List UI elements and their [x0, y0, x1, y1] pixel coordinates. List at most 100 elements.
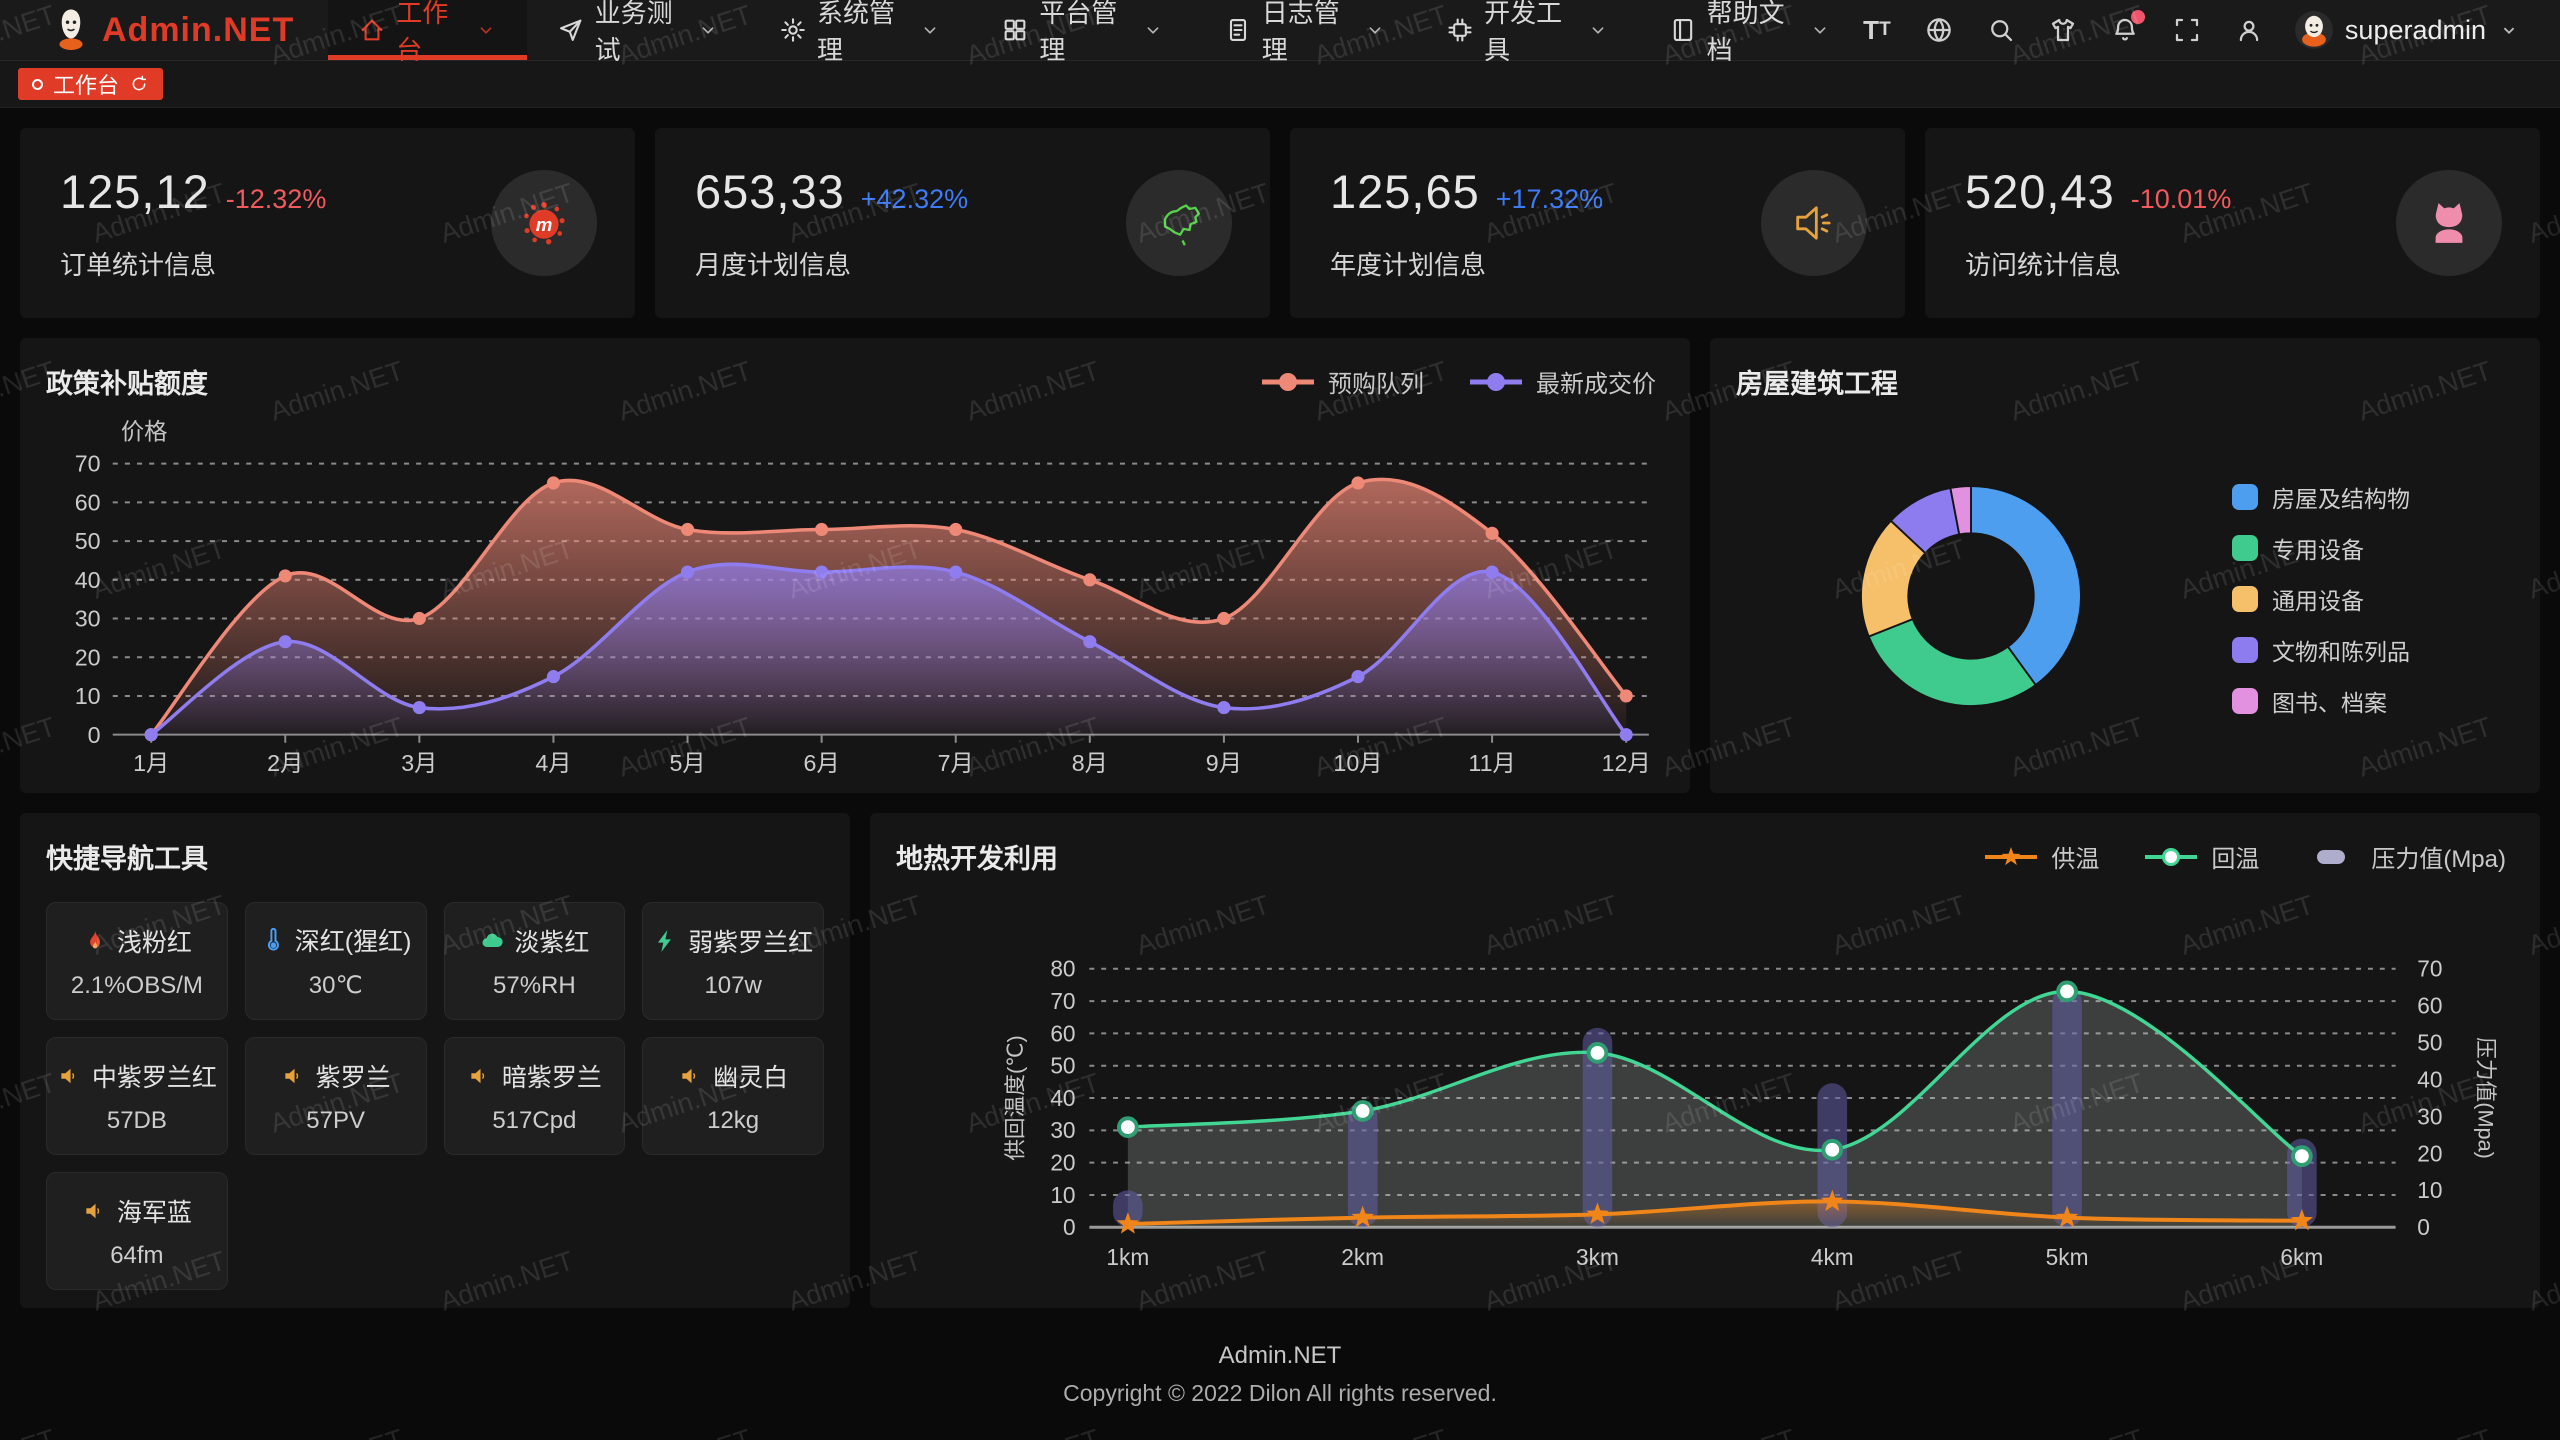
quick-nav-value: 2.1%OBS/M [70, 971, 203, 999]
quick-nav-4[interactable]: 中紫罗兰红 57DB [46, 1037, 228, 1155]
quick-nav-7[interactable]: 幽灵白 12kg [642, 1037, 824, 1155]
svg-text:10: 10 [1050, 1182, 1075, 1208]
legend-预购队列[interactable]: 预购队列 [1260, 364, 1424, 399]
thermometer-icon [260, 927, 286, 953]
tab-tag-0[interactable]: 工作台 [18, 68, 164, 100]
nav-item-6[interactable]: 帮助文档 [1639, 0, 1861, 65]
quick-nav-card: 快捷导航工具 浅粉红 2.1%OBS/M 深红(猩红) 30℃ 淡紫红 57%RH 弱紫罗兰… [20, 813, 850, 1308]
quick-nav-6[interactable]: 暗紫罗兰 517Cpd [443, 1037, 626, 1155]
svg-text:50: 50 [1050, 1053, 1075, 1079]
footer-app-name: Admin.NET [1218, 1342, 1342, 1369]
svg-text:7月: 7月 [938, 750, 974, 776]
quick-nav-value: 64fm [110, 1241, 164, 1269]
svg-text:6km: 6km [2280, 1244, 2323, 1270]
legend-swatch [2232, 534, 2258, 561]
quick-nav-value: 30℃ [308, 972, 363, 999]
svg-text:2月: 2月 [267, 750, 303, 776]
profile-icon[interactable] [2233, 14, 2265, 46]
speaker-small-icon [57, 1063, 83, 1089]
svg-text:m: m [536, 214, 553, 235]
donut-legend-通用设备[interactable]: 通用设备 [2232, 582, 2410, 616]
fullscreen-icon[interactable] [2171, 14, 2203, 46]
home-icon [358, 16, 386, 44]
quick-nav-name: 弱紫罗兰红 [688, 928, 814, 957]
refresh-icon[interactable] [129, 74, 149, 94]
legend-回温[interactable]: 回温 [2143, 839, 2259, 874]
donut-chart[interactable] [1736, 401, 2206, 796]
stat-delta: -12.32% [225, 184, 327, 214]
svg-text:11月: 11月 [1468, 750, 1515, 776]
policy-subsidy-chart-card: 政策补贴额度 预购队列 最新成交价 10 20 30 40 50 60 70 0 价格 1月 2月 3月… [20, 338, 1690, 793]
svg-text:70: 70 [75, 451, 101, 477]
svg-text:10月: 10月 [1333, 750, 1382, 776]
chart1-legend: 预购队列 最新成交价 [1260, 364, 1656, 399]
stat-value: 125,65 [1330, 165, 1480, 218]
main-menu: 工作台 业务测试 系统管理 平台管理 日志管理 开发工具 帮助文档 [328, 0, 1861, 65]
policy-subsidy-chart[interactable]: 10 20 30 40 50 60 70 0 价格 1月 2月 3月 4月 5月 6月 7月 8月 9月 10月 11… [46, 405, 1664, 791]
nav-item-4[interactable]: 日志管理 [1194, 0, 1416, 65]
donut-legend-图书、档案[interactable]: 图书、档案 [2232, 684, 2410, 718]
nav-item-label: 平台管理 [1039, 0, 1118, 65]
svg-text:0: 0 [88, 722, 101, 748]
nav-item-5[interactable]: 开发工具 [1416, 0, 1638, 65]
page-footer: Admin.NET Copyright © 2022 Dilon All rig… [20, 1342, 2540, 1407]
cat-icon [2396, 170, 2502, 276]
legend-压力值(Mpa)[interactable]: 压力值(Mpa) [2303, 839, 2506, 874]
legend-供温[interactable]: 供温 [1983, 839, 2099, 874]
stat-value: 520,43 [1965, 165, 2115, 218]
svg-text:50: 50 [75, 528, 101, 554]
quick-nav-name: 中紫罗兰红 [91, 1063, 217, 1092]
legend-最新成交价[interactable]: 最新成交价 [1468, 364, 1656, 399]
meetup-blob-icon: m [491, 170, 597, 276]
quick-nav-1[interactable]: 深红(猩红) 30℃ [244, 902, 427, 1020]
quick-nav-0[interactable]: 浅粉红 2.1%OBS/M [46, 902, 228, 1020]
app-logo[interactable]: Admin.NET [0, 0, 328, 60]
nav-item-1[interactable]: 业务测试 [527, 0, 749, 65]
nav-item-0[interactable]: 工作台 [328, 0, 528, 65]
svg-text:5月: 5月 [669, 750, 705, 776]
search-icon[interactable] [1985, 14, 2017, 46]
quick-nav-name: 深红(猩红) [294, 928, 412, 956]
legend-swatch [2232, 636, 2258, 663]
building-project-donut[interactable]: 房屋及结构物 专用设备通用设备文物和陈列品 图书、档案 [1736, 401, 2514, 796]
quick-nav-8[interactable]: 海军蓝 64fm [46, 1172, 228, 1290]
chart3-title: 地热开发利用 [896, 844, 1058, 874]
nav-item-3[interactable]: 平台管理 [971, 0, 1193, 65]
quick-nav-value: 12kg [707, 1106, 760, 1134]
nav-item-label: 日志管理 [1261, 0, 1340, 65]
tag-dot-icon [32, 78, 43, 90]
nav-item-label: 系统管理 [817, 0, 896, 65]
quick-nav-name: 海军蓝 [116, 1198, 192, 1227]
quick-nav-5[interactable]: 紫罗兰 57PV [244, 1037, 427, 1155]
donut-legend-文物和陈列品[interactable]: 文物和陈列品 [2232, 633, 2410, 667]
svg-text:40: 40 [2417, 1066, 2442, 1092]
svg-text:6月: 6月 [804, 750, 840, 776]
geothermal-chart-card: 地热开发利用 供温 回温 压力值(Mpa) 10 20 30 40 50 60 70 80 0 0 10… [870, 813, 2540, 1308]
svg-text:80: 80 [1050, 956, 1075, 982]
svg-text:1km: 1km [1106, 1244, 1149, 1270]
app-title: Admin.NET [102, 10, 295, 49]
quick-nav-name: 暗紫罗兰 [501, 1063, 602, 1092]
legend-swatch [2232, 687, 2258, 714]
nav-item-2[interactable]: 系统管理 [749, 0, 971, 65]
donut-legend-房屋及结构物[interactable]: 房屋及结构物 [2232, 480, 2410, 514]
svg-text:压力值(Mpa): 压力值(Mpa) [2473, 1037, 2498, 1159]
user-menu[interactable]: superadmin [2294, 11, 2520, 49]
svg-text:8月: 8月 [1072, 750, 1108, 776]
notification-bell-icon[interactable] [2109, 10, 2145, 46]
nav-item-label: 开发工具 [1484, 0, 1563, 65]
svg-text:1月: 1月 [133, 750, 169, 776]
donut-legend-专用设备[interactable]: 专用设备 [2232, 531, 2410, 565]
tag-label: 工作台 [53, 73, 120, 98]
svg-text:30: 30 [1050, 1117, 1075, 1143]
quick-nav-3[interactable]: 弱紫罗兰红 107w [642, 902, 824, 1020]
theme-icon[interactable] [2047, 14, 2079, 46]
quick-nav-2[interactable]: 淡紫红 57%RH [443, 902, 626, 1020]
building-project-chart-card: 房屋建筑工程 房屋及结构物 专用设备 通用设备 文物和陈列品 图书、档案 [1710, 338, 2540, 793]
geothermal-chart[interactable]: 10 20 30 40 50 60 70 80 0 0 10 20 30 40 50 60 70 供回温度(℃) 压… [896, 880, 2514, 1302]
language-icon[interactable] [1923, 14, 1955, 46]
